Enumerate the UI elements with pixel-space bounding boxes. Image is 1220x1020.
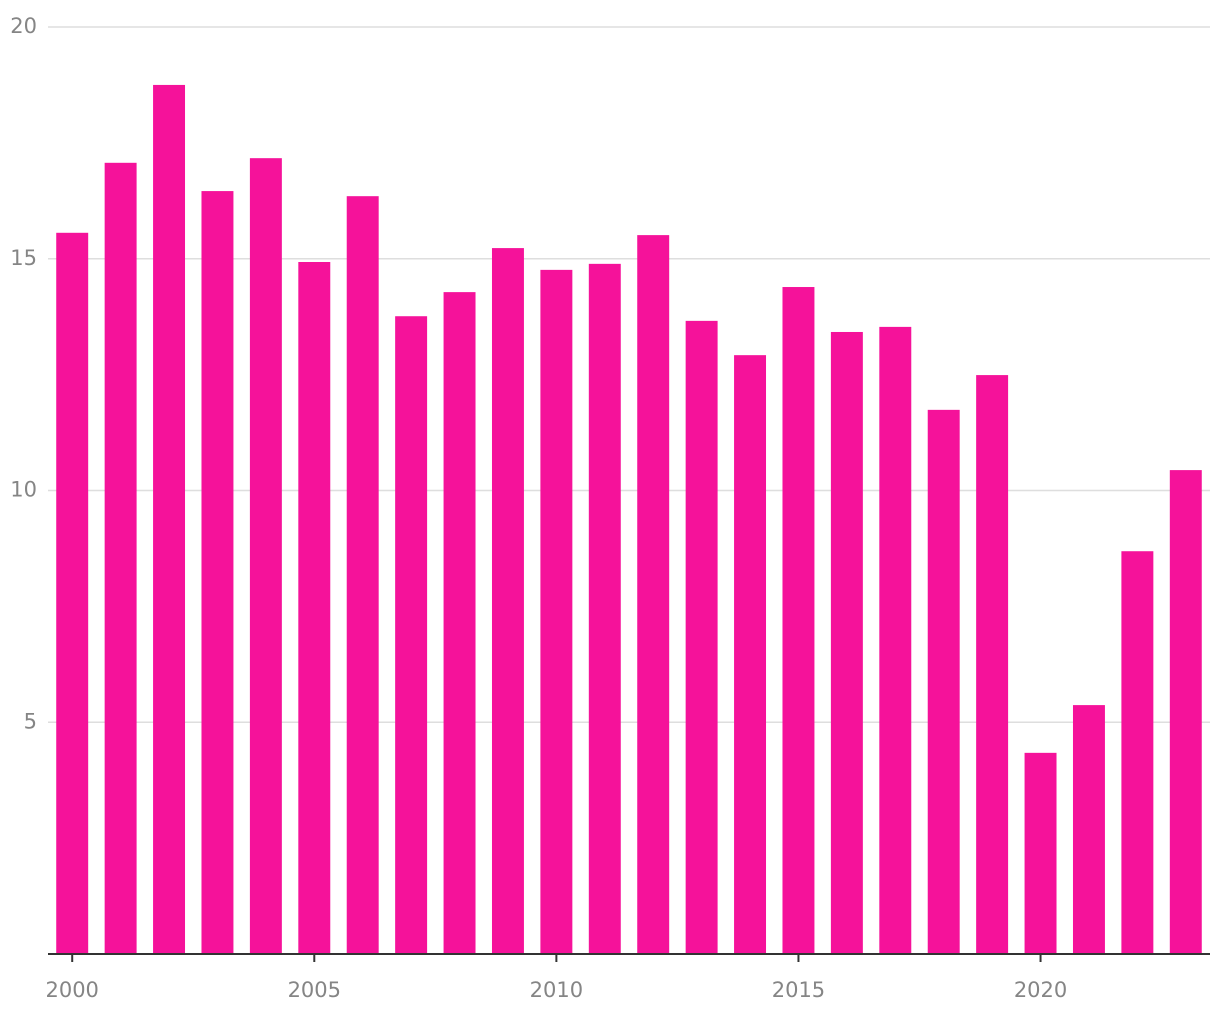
bar bbox=[1072, 705, 1105, 954]
bar bbox=[734, 355, 767, 955]
x-tick-label: 2005 bbox=[288, 978, 341, 1002]
bar bbox=[491, 248, 524, 955]
bar bbox=[249, 158, 282, 954]
bar bbox=[927, 409, 960, 954]
bar bbox=[540, 269, 573, 954]
bar bbox=[395, 316, 428, 954]
y-tick-label: 20 bbox=[10, 14, 37, 38]
x-tick-label: 2010 bbox=[530, 978, 583, 1002]
bar bbox=[879, 326, 912, 954]
x-tick-label: 2020 bbox=[1014, 978, 1067, 1002]
bar bbox=[201, 191, 234, 955]
x-tick-label: 2000 bbox=[45, 978, 98, 1002]
bar bbox=[588, 263, 621, 954]
bar bbox=[637, 235, 670, 954]
bar bbox=[1169, 470, 1202, 954]
y-tick-label: 10 bbox=[10, 478, 37, 502]
y-tick-label: 15 bbox=[10, 246, 37, 270]
bar bbox=[346, 196, 379, 955]
bar bbox=[443, 292, 476, 954]
bar bbox=[782, 287, 815, 954]
bar bbox=[298, 261, 331, 954]
bar bbox=[685, 320, 718, 954]
bar bbox=[1024, 752, 1057, 954]
x-tick-label: 2015 bbox=[772, 978, 825, 1002]
bar bbox=[153, 84, 186, 954]
bar bbox=[104, 162, 137, 955]
bar bbox=[830, 331, 863, 954]
bar bbox=[976, 375, 1009, 954]
bar bbox=[1121, 551, 1154, 954]
y-tick-label: 5 bbox=[24, 709, 37, 733]
bar bbox=[56, 232, 89, 954]
